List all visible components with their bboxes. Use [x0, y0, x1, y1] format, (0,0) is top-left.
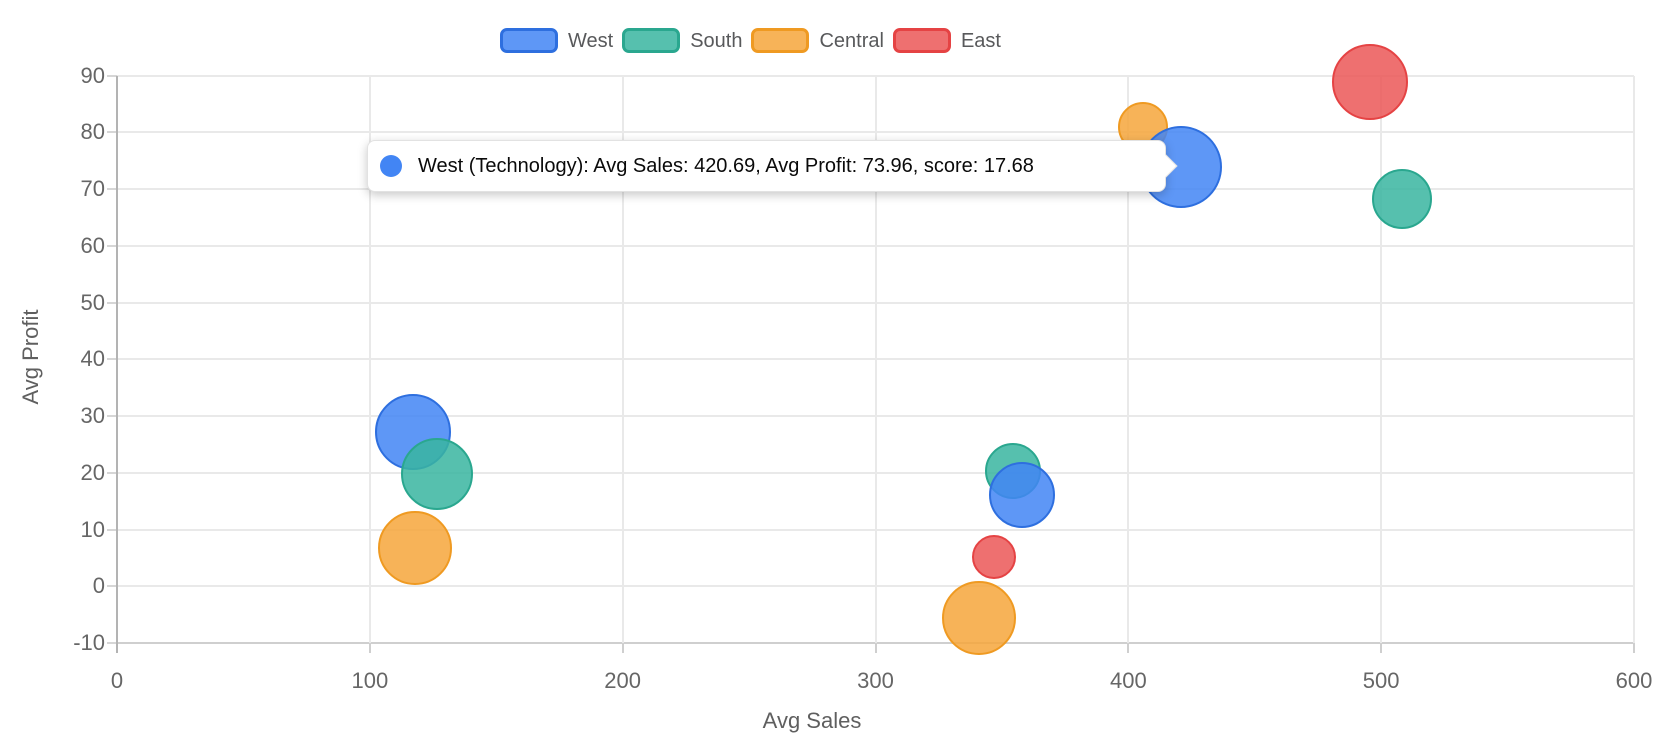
legend-label: South	[690, 29, 743, 52]
y-tick-label-40: 40	[80, 346, 105, 372]
y-tick-30	[107, 415, 117, 418]
y-tick-0	[107, 585, 117, 588]
x-tick-label-400: 400	[1109, 668, 1147, 693]
y-tick-label-70: 70	[80, 176, 105, 202]
y-tick-80	[107, 131, 117, 134]
legend-item-east[interactable]: East	[892, 28, 1001, 53]
y-tick-label--10: -10	[73, 630, 105, 655]
y-tick--10	[107, 642, 117, 644]
x-tick-label-200: 200	[604, 668, 642, 693]
legend-label: Central	[819, 29, 884, 52]
y-tick-label-50: 50	[80, 289, 105, 315]
x-tick-label-600: 600	[1615, 668, 1653, 693]
bubble-south-x508.3[interactable]	[1372, 169, 1433, 230]
chart-legend: West South Central East	[500, 28, 1001, 53]
x-tick-300	[874, 643, 877, 653]
bubble-east-x346.9[interactable]	[972, 535, 1017, 580]
y-tick-90	[107, 74, 117, 77]
bubble-central-x117.9[interactable]	[378, 511, 453, 586]
legend-swatch-icon	[500, 28, 558, 53]
y-tick-label-10: 10	[80, 516, 105, 542]
gridline-x-200	[621, 75, 624, 643]
y-tick-label-80: 80	[80, 119, 105, 145]
x-tick-500	[1380, 643, 1383, 653]
legend-swatch-icon	[892, 28, 951, 53]
x-tick-label-100: 100	[351, 668, 389, 693]
legend-item-south[interactable]: South	[622, 28, 742, 53]
y-tick-60	[107, 244, 117, 247]
gridline-x-500	[1380, 75, 1383, 643]
x-tick-label-0: 0	[110, 668, 124, 693]
x-tick-200	[621, 643, 624, 653]
bubble-west-x358[interactable]	[989, 461, 1056, 528]
legend-label: West	[568, 29, 614, 52]
bubble-east-x495.6[interactable]	[1332, 44, 1409, 121]
gridline-x-600	[1633, 75, 1635, 643]
y-tick-label-0: 0	[92, 573, 105, 599]
bubble-central-x341[interactable]	[942, 581, 1017, 656]
y-tick-10	[107, 528, 117, 531]
legend-item-west[interactable]: West	[500, 28, 613, 53]
bubble-south-x126.6[interactable]	[401, 437, 474, 510]
y-tick-20	[107, 471, 117, 474]
y-tick-40	[107, 358, 117, 361]
y-axis-title: Avg Profit	[18, 309, 43, 405]
x-tick-600	[1633, 643, 1635, 653]
gridline-x-300	[874, 75, 877, 643]
y-tick-50	[107, 301, 117, 304]
x-tick-100	[368, 643, 371, 653]
x-tick-label-500: 500	[1362, 668, 1400, 693]
gridline-x-400	[1127, 75, 1130, 643]
y-tick-label-20: 20	[80, 459, 105, 485]
x-axis-title: Avg Sales	[762, 708, 862, 733]
tooltip-series-marker-icon	[380, 155, 402, 177]
x-tick-400	[1127, 643, 1130, 653]
x-tick-label-300: 300	[857, 668, 894, 693]
legend-label: East	[960, 29, 1001, 52]
legend-item-central[interactable]: Central	[751, 28, 884, 53]
legend-swatch-icon	[622, 28, 681, 53]
tooltip-text: West (Technology): Avg Sales: 420.69, Av…	[418, 154, 1034, 177]
legend-swatch-icon	[751, 28, 810, 53]
chart-tooltip: West (Technology): Avg Sales: 420.69, Av…	[367, 140, 1178, 192]
y-tick-70	[107, 188, 117, 191]
gridline-x-100	[368, 75, 371, 643]
y-tick-label-60: 60	[80, 232, 105, 258]
y-tick-label-90: 90	[80, 62, 105, 88]
y-tick-label-30: 30	[80, 403, 105, 429]
y-axis-line	[116, 75, 118, 653]
